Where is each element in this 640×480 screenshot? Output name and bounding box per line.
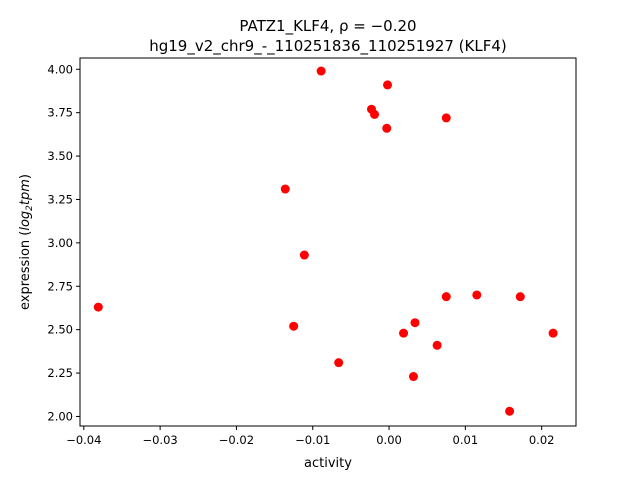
y-tick-label: 3.25: [47, 192, 73, 206]
x-tick-label: 0.00: [376, 433, 402, 447]
y-axis-label: expression (log2tpm): [18, 174, 35, 310]
data-point: [432, 340, 442, 350]
x-tick-label: −0.01: [295, 433, 330, 447]
data-point: [505, 406, 515, 416]
y-tick-label: 3.75: [47, 106, 73, 120]
chart-subtitle: hg19_v2_chr9_-_110251836_110251927 (KLF4…: [149, 37, 507, 56]
y-tick-label: 2.25: [47, 366, 73, 380]
data-point: [441, 292, 451, 302]
data-point: [408, 372, 418, 382]
data-point: [370, 109, 380, 119]
chart-title: PATZ1_KLF4, ρ = −0.20: [239, 17, 416, 36]
x-axis: −0.04 −0.03 −0.02 −0.01 0.00 0.01 0.02: [66, 426, 554, 447]
data-point: [93, 302, 103, 312]
data-point: [472, 290, 482, 300]
x-axis-label: activity: [304, 456, 352, 471]
data-point: [399, 328, 409, 338]
data-point: [289, 321, 299, 331]
data-point: [548, 328, 558, 338]
data-point: [410, 318, 420, 328]
data-point: [383, 80, 393, 90]
y-tick-label: 3.50: [47, 149, 73, 163]
y-tick-label: 4.00: [47, 62, 73, 76]
data-point: [334, 358, 344, 368]
data-point: [299, 250, 309, 260]
y-tick-label: 2.75: [47, 279, 73, 293]
x-tick-label: 0.01: [453, 433, 479, 447]
y-axis-label-sub: 2: [25, 205, 35, 211]
data-point: [316, 66, 326, 76]
y-axis-label-unit: tpm: [18, 179, 33, 205]
x-tick-label: −0.02: [219, 433, 254, 447]
data-point: [441, 113, 451, 123]
plot-area: [79, 57, 577, 427]
y-axis: 2.00 2.25 2.50 2.75 3.00 3.25 3.50 3.75 4.00: [47, 62, 80, 423]
axes-frame: [79, 57, 577, 427]
y-tick-label: 2.50: [47, 323, 73, 337]
data-point: [515, 292, 525, 302]
y-axis-label-main: expression (: [18, 231, 33, 310]
y-tick-label: 2.00: [47, 409, 73, 423]
x-tick-label: −0.03: [142, 433, 177, 447]
y-tick-label: 3.00: [47, 236, 73, 250]
x-tick-label: −0.04: [66, 433, 101, 447]
data-point: [382, 123, 392, 133]
y-axis-label-log: log: [18, 211, 33, 231]
y-axis-label-close: ): [18, 174, 33, 179]
data-point: [280, 184, 290, 194]
x-tick-label: 0.02: [529, 433, 555, 447]
points-layer: [93, 66, 558, 416]
